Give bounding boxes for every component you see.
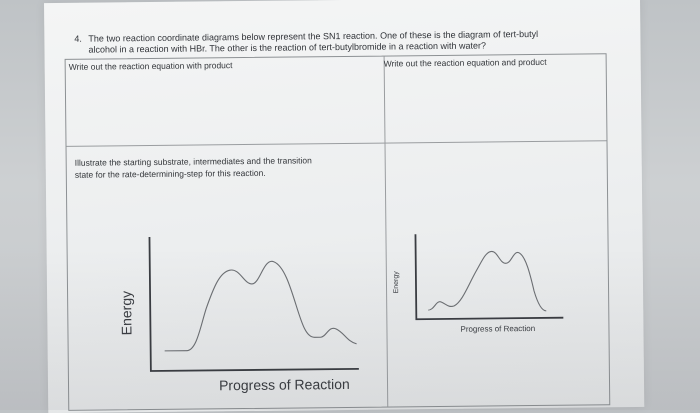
left-y-axis-label: Energy <box>118 291 134 336</box>
right-y-axis <box>414 234 564 321</box>
question-4: 4. The two reaction coordinate diagrams … <box>74 28 634 55</box>
left-energy-curve <box>164 261 357 352</box>
left-x-axis-label: Progress of Reaction <box>219 376 350 393</box>
reaction-diagram-right: Energy Progress of Reaction <box>393 234 564 334</box>
right-x-axis-label: Progress of Reaction <box>460 324 535 334</box>
worksheet-page: 4. The two reaction coordinate diagrams … <box>44 0 645 413</box>
right-y-axis-label: Energy <box>393 271 400 294</box>
answer-table: Write out the reaction equation with pro… <box>64 53 611 411</box>
right-energy-curve <box>428 250 547 312</box>
question-number: 4. <box>74 33 82 44</box>
left-y-axis <box>148 237 359 372</box>
reaction-diagram-left: Energy Progress of Reaction <box>118 237 359 393</box>
